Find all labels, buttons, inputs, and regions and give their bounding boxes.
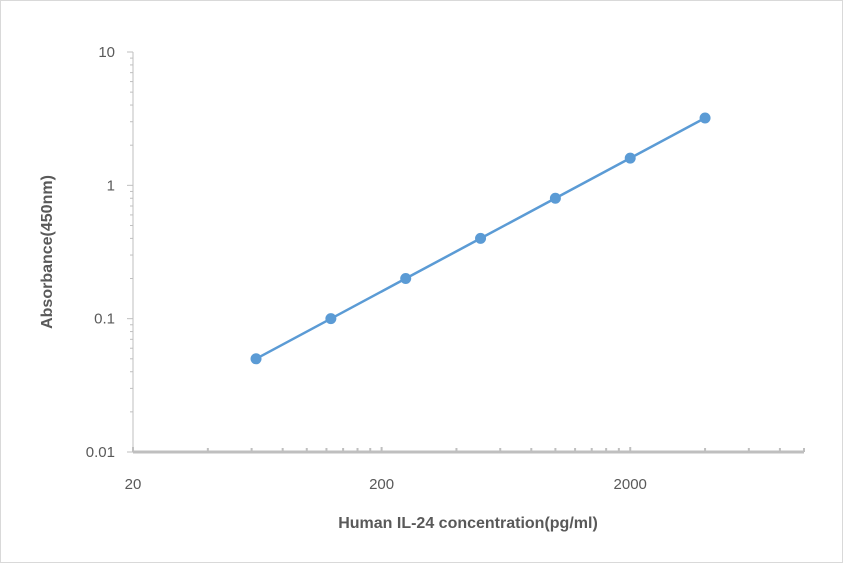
data-point bbox=[400, 273, 412, 285]
x-tick-label: 200 bbox=[369, 476, 394, 493]
series-group bbox=[250, 112, 711, 365]
y-tick-label: 1 bbox=[107, 177, 115, 194]
y-tick-label: 0.1 bbox=[94, 311, 115, 328]
data-point bbox=[325, 313, 337, 325]
data-point bbox=[549, 192, 561, 204]
x-tick-label: 2000 bbox=[614, 476, 647, 493]
axes bbox=[132, 52, 804, 454]
x-tick-label: 20 bbox=[125, 476, 142, 493]
data-point bbox=[624, 152, 636, 164]
y-tick-label: 10 bbox=[98, 44, 115, 61]
data-point bbox=[250, 353, 262, 365]
y-axis-title: Absorbance(450nm) bbox=[39, 175, 56, 329]
y-tick-label: 0.01 bbox=[86, 444, 115, 461]
data-point bbox=[699, 112, 711, 124]
tick-labels: 0.01 0.1 1 10 20 200 2000 bbox=[86, 44, 647, 493]
tick-marks bbox=[127, 51, 805, 453]
data-point bbox=[475, 232, 487, 244]
x-axis-title: Human IL-24 concentration(pg/ml) bbox=[338, 515, 598, 532]
